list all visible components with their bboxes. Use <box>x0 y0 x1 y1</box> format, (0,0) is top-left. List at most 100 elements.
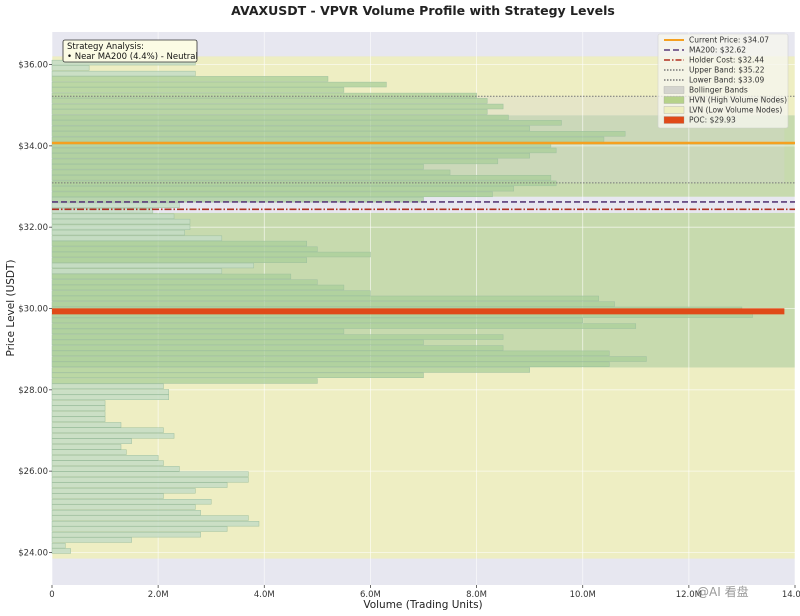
volume-bar <box>51 510 201 516</box>
volume-bar <box>51 323 637 329</box>
volume-bar <box>51 213 175 219</box>
volume-bar <box>51 416 106 422</box>
volume-bar <box>51 235 223 241</box>
volume-bar <box>51 400 106 406</box>
legend-label-lower: Lower Band: $33.09 <box>689 76 764 85</box>
volume-bar <box>51 531 201 538</box>
volume-bar <box>51 284 345 291</box>
x-tick-label: 2.0M <box>148 590 169 600</box>
volume-bar <box>51 191 493 198</box>
volume-bar <box>51 515 249 521</box>
volume-bar <box>51 81 387 88</box>
volume-bar <box>51 301 615 307</box>
volume-bar <box>51 279 318 285</box>
volume-bar <box>51 493 164 499</box>
axis-ticks: 0 2.0M 4.0M 6.0M 8.0M 10.0M 12.0M 14.0M $24.00 $2… <box>18 61 800 600</box>
volume-bars <box>51 59 753 554</box>
volume-bar <box>51 136 605 143</box>
x-tick-label: 12.0M <box>676 590 702 600</box>
volume-bar <box>51 153 530 159</box>
volume-bar <box>51 180 557 187</box>
volume-bar <box>51 361 610 368</box>
x-tick-label: 10.0M <box>570 590 596 600</box>
y-tick-label: $26.00 <box>18 467 48 477</box>
volume-bar <box>51 499 212 505</box>
legend-label-ma200: MA200: $32.62 <box>689 46 746 55</box>
y-tick-label: $36.00 <box>18 61 48 71</box>
volume-bar <box>51 488 196 494</box>
annotation-text: • Near MA200 (4.4%) - Neutral <box>67 52 198 62</box>
volume-bar <box>51 164 424 170</box>
volume-bar <box>51 345 504 351</box>
legend-label-upper: Upper Band: $35.22 <box>689 66 765 75</box>
volume-bar <box>51 114 509 121</box>
volume-bar <box>51 526 228 532</box>
volume-bar <box>51 405 106 411</box>
x-tick-label: 14.0M <box>782 590 800 600</box>
volume-bar <box>51 70 196 77</box>
y-tick-label: $28.00 <box>18 386 48 396</box>
annotation-title: Strategy Analysis: <box>67 42 144 52</box>
legend-swatch-poc <box>663 116 685 124</box>
volume-bar <box>51 444 122 450</box>
volume-bar <box>51 131 626 137</box>
volume-bar <box>51 125 530 132</box>
volume-bar <box>51 334 504 340</box>
volume-bar <box>51 262 254 269</box>
x-tick-label: 8.0M <box>466 590 487 600</box>
volume-bar <box>51 120 562 126</box>
legend-label-lvn: LVN (Low Volume Nodes) <box>689 106 782 115</box>
legend-label-current: Current Price: $34.07 <box>689 36 769 45</box>
volume-bar <box>51 504 196 510</box>
volume-bar <box>51 202 180 209</box>
volume-bar <box>51 350 610 357</box>
volume-bar <box>51 92 477 99</box>
legend-label-boll: Bollinger Bands <box>689 86 748 95</box>
y-tick-label: $30.00 <box>18 305 48 315</box>
y-axis-label: Price Level (USDT) <box>5 259 17 356</box>
volume-bar <box>51 328 345 335</box>
volume-bar <box>51 224 191 230</box>
volume-bar <box>51 383 164 389</box>
volume-bar <box>51 356 647 362</box>
volume-bar <box>51 449 127 455</box>
volume-bar <box>51 422 122 428</box>
poc-bar <box>52 308 785 315</box>
x-axis-label: Volume (Trading Units) <box>363 599 482 611</box>
volume-bar <box>51 229 185 236</box>
volume-bar <box>51 537 132 543</box>
volume-bar <box>51 411 106 417</box>
volume-bar <box>51 147 557 154</box>
volume-bar <box>51 290 371 296</box>
volume-bar <box>51 109 488 115</box>
y-tick-label: $32.00 <box>18 223 48 233</box>
volume-bar <box>51 207 154 214</box>
volume-bar <box>51 87 345 93</box>
volume-bar <box>51 76 329 82</box>
volume-bar <box>51 433 175 439</box>
volume-bar <box>51 521 260 527</box>
volume-bar <box>51 185 514 192</box>
volume-bar <box>51 158 499 165</box>
volume-bar <box>51 339 424 346</box>
volume-bar <box>51 466 180 472</box>
volume-bar <box>51 389 170 395</box>
legend-label-holder: Holder Cost: $32.44 <box>689 56 764 65</box>
volume-bar <box>51 98 488 104</box>
x-tick-label: 0 <box>49 590 54 600</box>
volume-bar <box>51 367 530 373</box>
annotation-frame <box>62 39 198 63</box>
volume-bar <box>51 548 71 554</box>
y-tick-label: $24.00 <box>18 548 48 558</box>
watermark-text: @AI 看盘 <box>697 584 749 599</box>
volume-bar <box>51 471 249 477</box>
volume-bar <box>51 174 552 181</box>
y-tick-label: $34.00 <box>18 142 48 152</box>
volume-bar <box>51 273 292 280</box>
volume-bar <box>51 103 504 110</box>
legend-label-hvn: HVN (High Volume Nodes) <box>689 96 787 105</box>
legend-swatch-boll <box>663 86 685 94</box>
